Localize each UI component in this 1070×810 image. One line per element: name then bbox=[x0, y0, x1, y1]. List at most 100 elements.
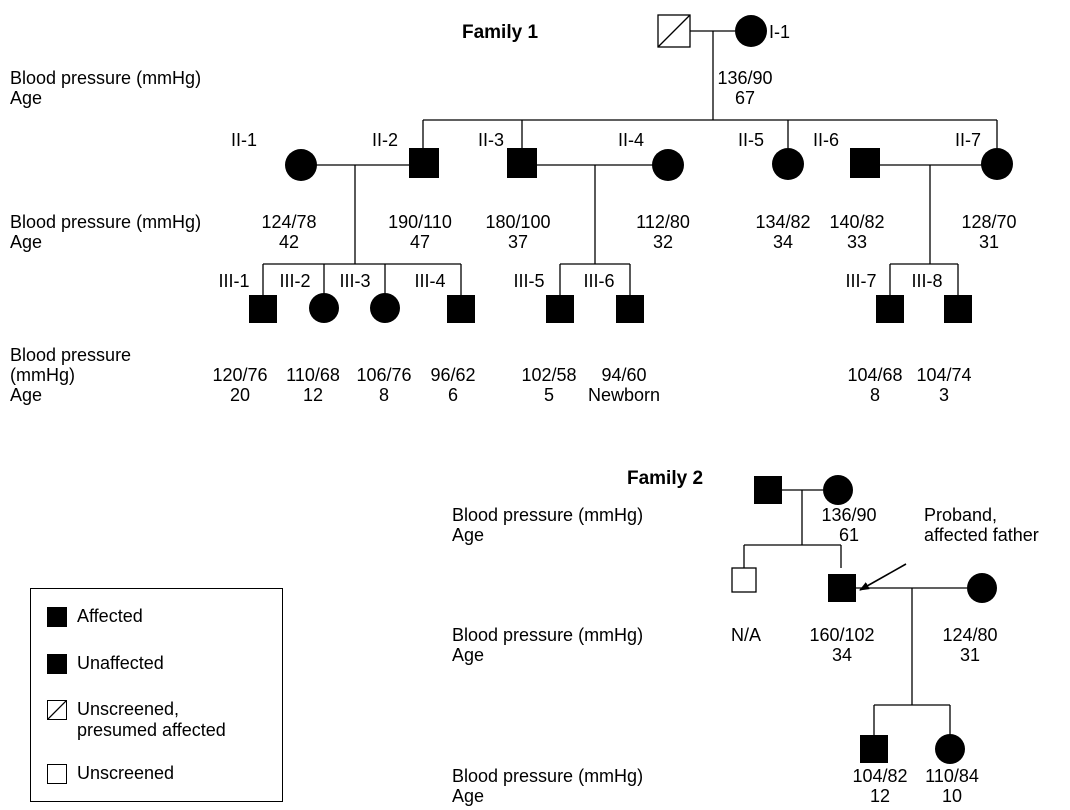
square-icon bbox=[546, 295, 574, 323]
individual-id: III-4 bbox=[414, 271, 445, 291]
row-label: Age bbox=[10, 88, 42, 108]
individual-id: II-2 bbox=[372, 130, 398, 150]
age-value: 8 bbox=[379, 385, 389, 405]
bp-value: 104/74 bbox=[916, 365, 971, 385]
square-icon bbox=[828, 574, 856, 602]
bp-value: 112/80 bbox=[636, 212, 690, 232]
row-label: Blood pressure (mmHg) bbox=[452, 766, 643, 786]
age-value: 20 bbox=[230, 385, 250, 405]
square-icon bbox=[447, 295, 475, 323]
bp-value: 94/60 bbox=[601, 365, 646, 385]
circle-icon bbox=[370, 293, 400, 323]
bp-value: 104/68 bbox=[847, 365, 902, 385]
slashed-square-icon bbox=[657, 14, 691, 48]
square-icon bbox=[616, 295, 644, 323]
individual-id: III-3 bbox=[339, 271, 370, 291]
age-value: 31 bbox=[979, 232, 999, 252]
circle-icon bbox=[772, 148, 804, 180]
age-value: 34 bbox=[832, 645, 852, 665]
age-value: 37 bbox=[508, 232, 528, 252]
family2-symbols bbox=[731, 475, 997, 764]
circle-icon bbox=[981, 148, 1013, 180]
row-label: Age bbox=[452, 525, 484, 545]
age-value: 32 bbox=[653, 232, 673, 252]
bp-value: 120/76 bbox=[212, 365, 267, 385]
age-value: 42 bbox=[279, 232, 299, 252]
family1-title: Family 1 bbox=[462, 22, 538, 43]
row-label: Age bbox=[452, 786, 484, 806]
individual-id: II-7 bbox=[955, 130, 981, 150]
row-label: Blood pressure (mmHg) bbox=[10, 212, 201, 232]
bp-value: 128/70 bbox=[961, 212, 1016, 232]
legend-label: Unaffected bbox=[77, 653, 164, 673]
row-label: Blood pressure (mmHg) bbox=[10, 68, 201, 88]
bp-value: 160/102 bbox=[809, 625, 874, 645]
legend-label: Unscreened bbox=[77, 763, 175, 783]
individual-id: III-1 bbox=[218, 271, 249, 291]
family1-symbols bbox=[249, 14, 1013, 323]
family2-title: Family 2 bbox=[627, 468, 703, 489]
filled-square-icon bbox=[47, 654, 67, 674]
slashed-square-icon bbox=[47, 700, 67, 720]
filled-square-icon bbox=[47, 607, 67, 627]
circle-icon bbox=[309, 293, 339, 323]
bp-value: 190/110 bbox=[388, 212, 452, 232]
individual-id: III-8 bbox=[911, 271, 942, 291]
row-label: Blood pressure (mmHg) bbox=[452, 625, 643, 645]
bp-value: 124/80 bbox=[942, 625, 997, 645]
circle-icon bbox=[823, 475, 853, 505]
circle-icon bbox=[285, 149, 317, 181]
square-icon bbox=[249, 295, 277, 323]
empty-square-icon bbox=[731, 567, 757, 593]
age-value: 12 bbox=[303, 385, 323, 405]
bp-value: 110/84 bbox=[925, 766, 979, 786]
bp-value: 136/90 bbox=[717, 68, 772, 88]
individual-id: II-4 bbox=[618, 130, 644, 150]
bp-value: 102/58 bbox=[521, 365, 576, 385]
individual-id: III-2 bbox=[279, 271, 310, 291]
empty-square-icon bbox=[47, 764, 67, 784]
square-icon bbox=[860, 735, 888, 763]
bp-value: 134/82 bbox=[755, 212, 810, 232]
square-icon bbox=[876, 295, 904, 323]
bp-value: 106/76 bbox=[356, 365, 411, 385]
age-value: 33 bbox=[847, 232, 867, 252]
row-label: Blood pressure (mmHg) bbox=[452, 505, 643, 525]
individual-id: II-6 bbox=[813, 130, 839, 150]
age-value: 3 bbox=[939, 385, 949, 405]
circle-icon bbox=[735, 15, 767, 47]
age-value: 34 bbox=[773, 232, 793, 252]
proband-note: affected father bbox=[924, 525, 1039, 545]
age-value: 12 bbox=[870, 786, 890, 806]
legend: Affected Unaffected Unscreened, presumed… bbox=[30, 588, 283, 802]
circle-icon bbox=[967, 573, 997, 603]
bp-value: 110/68 bbox=[286, 365, 340, 385]
bp-value: 124/78 bbox=[261, 212, 316, 232]
square-icon bbox=[409, 148, 439, 178]
bp-value: 136/90 bbox=[821, 505, 876, 525]
legend-label: Unscreened, bbox=[77, 699, 180, 719]
age-value: 67 bbox=[735, 88, 755, 108]
bp-value: N/A bbox=[731, 625, 761, 645]
individual-id: III-5 bbox=[513, 271, 544, 291]
row-label: Age bbox=[10, 385, 42, 405]
circle-icon bbox=[935, 734, 965, 764]
age-value: 61 bbox=[839, 525, 859, 545]
circle-icon bbox=[652, 149, 684, 181]
square-icon bbox=[944, 295, 972, 323]
legend-label: Affected bbox=[77, 606, 143, 626]
square-icon bbox=[507, 148, 537, 178]
bp-value: 180/100 bbox=[485, 212, 550, 232]
individual-id: I-1 bbox=[769, 22, 790, 42]
square-icon bbox=[850, 148, 880, 178]
bp-value: 140/82 bbox=[829, 212, 884, 232]
age-value: 10 bbox=[942, 786, 962, 806]
individual-id: II-1 bbox=[231, 130, 257, 150]
proband-arrow-icon bbox=[859, 563, 907, 591]
age-value: 6 bbox=[448, 385, 458, 405]
legend-label: presumed affected bbox=[77, 720, 226, 740]
pedigree-lines bbox=[262, 30, 998, 735]
labels: Family 1 I-1 Blood pressure (mmHg) Age 1… bbox=[10, 22, 1039, 806]
age-value: 8 bbox=[870, 385, 880, 405]
